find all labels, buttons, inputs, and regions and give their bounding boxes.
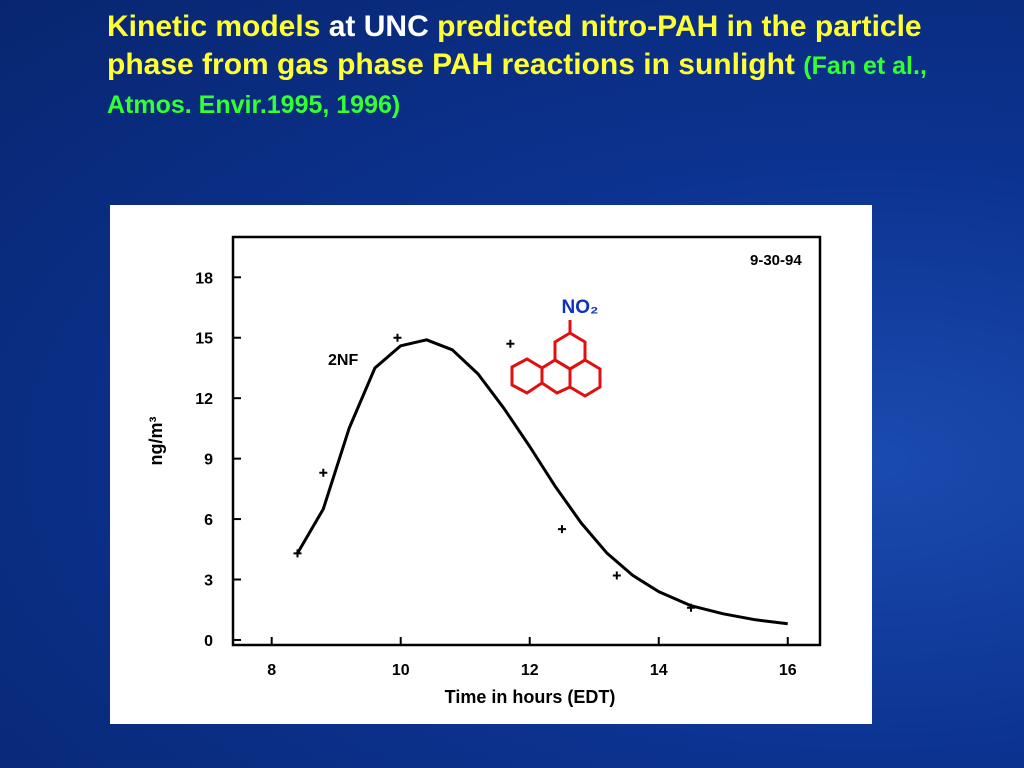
y-tick-label: 12 (195, 391, 213, 408)
curve-label: 2NF (328, 352, 358, 369)
data-point (506, 339, 515, 348)
y-tick-label: 3 (204, 573, 213, 590)
title-segment: (Fan et al., Atmos. Envir.1995, 1996) (107, 52, 927, 119)
x-tick-label: 8 (267, 662, 276, 679)
data-point (557, 525, 566, 534)
x-tick-label: 14 (650, 662, 668, 679)
title-segment: predicted nitro-PAH in the particle phas… (107, 10, 922, 81)
y-axis-label: ng/m³ (146, 417, 166, 466)
y-tick-label: 9 (204, 452, 213, 469)
chart: NO₂ 9-30-94 2NF Time in hours (EDT) ng/m… (110, 205, 872, 724)
data-point (393, 333, 402, 342)
slide-title: Kinetic models at UNC predicted nitro-PA… (107, 8, 937, 124)
y-tick-label: 15 (195, 331, 213, 348)
data-point (293, 549, 302, 558)
x-tick-label: 16 (779, 662, 797, 679)
molecule-label: NO₂ (562, 297, 599, 318)
x-tick-label: 12 (521, 662, 539, 679)
title-segment: UNC (363, 10, 429, 43)
molecule (510, 320, 602, 398)
x-tick-label: 10 (392, 662, 410, 679)
y-tick-label: 0 (204, 633, 213, 650)
y-tick-label: 6 (204, 512, 213, 529)
data-point (686, 603, 695, 612)
title-segment: Kinetic models (107, 10, 321, 43)
date-label: 9-30-94 (750, 252, 802, 269)
title-segment: at (328, 10, 356, 43)
data-point (319, 468, 328, 477)
x-axis-label: Time in hours (EDT) (445, 687, 616, 707)
data-point (612, 571, 621, 580)
y-tick-label: 18 (195, 270, 213, 287)
plot-frame (231, 235, 822, 647)
